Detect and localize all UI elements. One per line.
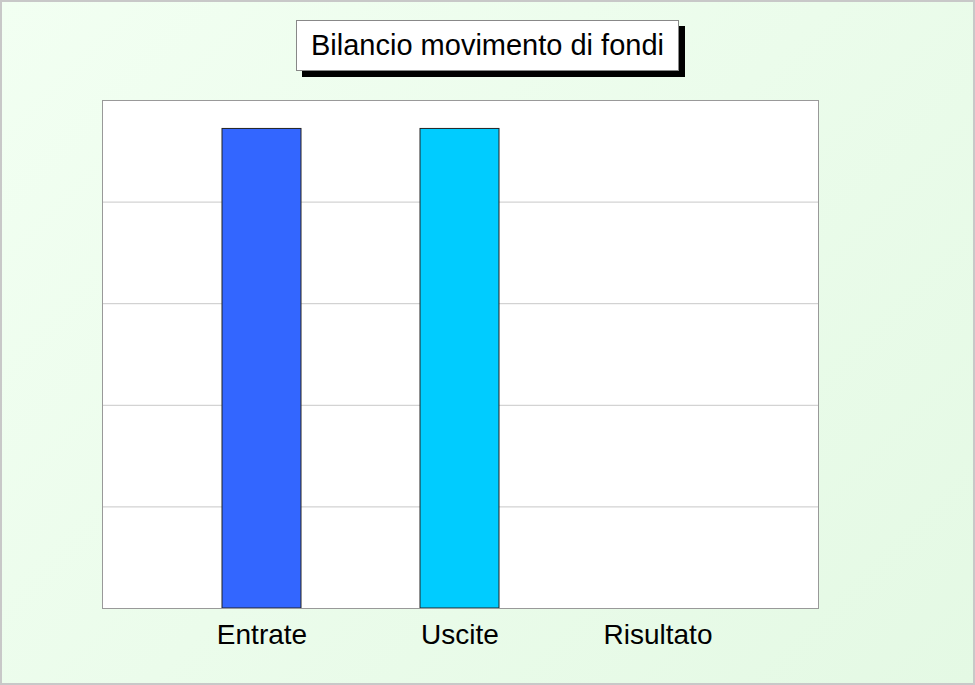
svg-text:Risultato: Risultato <box>604 619 713 650</box>
html-text:Bilancio movimento di fondi: Bilancio movimento di fondi <box>311 29 664 61</box>
svg-text:Entrate: Entrate <box>217 619 307 650</box>
svg-text:Uscite: Uscite <box>421 619 499 650</box>
